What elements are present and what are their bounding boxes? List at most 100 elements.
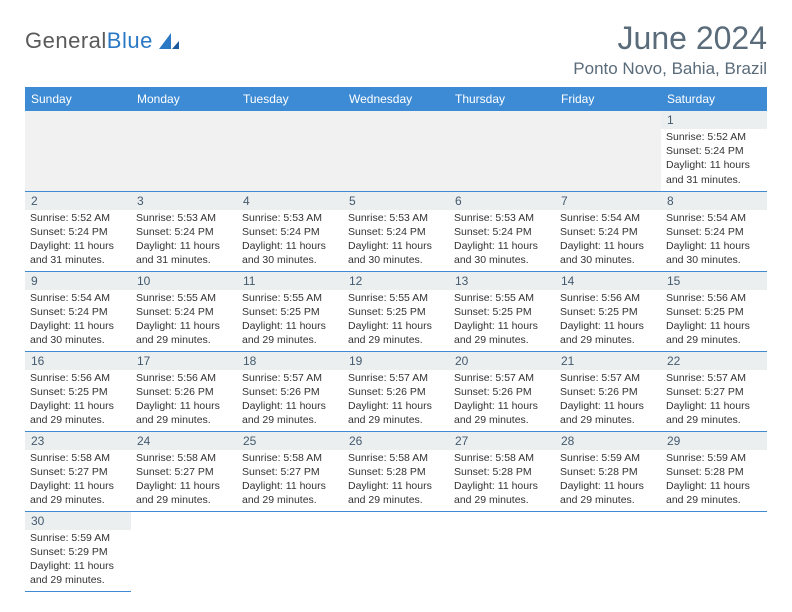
calendar-cell: 29Sunrise: 5:59 AMSunset: 5:28 PMDayligh… bbox=[661, 431, 767, 511]
calendar-cell: 3Sunrise: 5:53 AMSunset: 5:24 PMDaylight… bbox=[131, 191, 237, 271]
calendar-cell bbox=[131, 111, 237, 191]
calendar-cell: 6Sunrise: 5:53 AMSunset: 5:24 PMDaylight… bbox=[449, 191, 555, 271]
day-number: 16 bbox=[25, 352, 131, 370]
day-number: 23 bbox=[25, 432, 131, 450]
calendar-body: 1Sunrise: 5:52 AMSunset: 5:24 PMDaylight… bbox=[25, 111, 767, 591]
calendar-cell: 9Sunrise: 5:54 AMSunset: 5:24 PMDaylight… bbox=[25, 271, 131, 351]
day-info: Sunrise: 5:55 AMSunset: 5:25 PMDaylight:… bbox=[449, 290, 555, 351]
day-info: Sunrise: 5:58 AMSunset: 5:28 PMDaylight:… bbox=[449, 450, 555, 511]
calendar-row: 2Sunrise: 5:52 AMSunset: 5:24 PMDaylight… bbox=[25, 191, 767, 271]
calendar-cell: 8Sunrise: 5:54 AMSunset: 5:24 PMDaylight… bbox=[661, 191, 767, 271]
calendar-row: 23Sunrise: 5:58 AMSunset: 5:27 PMDayligh… bbox=[25, 431, 767, 511]
day-number: 13 bbox=[449, 272, 555, 290]
weekday-header: Wednesday bbox=[343, 87, 449, 111]
day-info: Sunrise: 5:54 AMSunset: 5:24 PMDaylight:… bbox=[661, 210, 767, 271]
day-number: 30 bbox=[25, 512, 131, 530]
title-block: June 2024 Ponto Novo, Bahia, Brazil bbox=[573, 20, 767, 79]
calendar-cell: 30Sunrise: 5:59 AMSunset: 5:29 PMDayligh… bbox=[25, 511, 131, 591]
calendar-cell: 11Sunrise: 5:55 AMSunset: 5:25 PMDayligh… bbox=[237, 271, 343, 351]
day-info: Sunrise: 5:52 AMSunset: 5:24 PMDaylight:… bbox=[661, 129, 767, 190]
calendar-row: 1Sunrise: 5:52 AMSunset: 5:24 PMDaylight… bbox=[25, 111, 767, 191]
calendar-cell: 23Sunrise: 5:58 AMSunset: 5:27 PMDayligh… bbox=[25, 431, 131, 511]
day-number: 2 bbox=[25, 192, 131, 210]
calendar-table: SundayMondayTuesdayWednesdayThursdayFrid… bbox=[25, 87, 767, 592]
weekday-header: Monday bbox=[131, 87, 237, 111]
calendar-cell: 17Sunrise: 5:56 AMSunset: 5:26 PMDayligh… bbox=[131, 351, 237, 431]
weekday-header: Saturday bbox=[661, 87, 767, 111]
day-info: Sunrise: 5:52 AMSunset: 5:24 PMDaylight:… bbox=[25, 210, 131, 271]
day-info: Sunrise: 5:58 AMSunset: 5:27 PMDaylight:… bbox=[25, 450, 131, 511]
page-header: GeneralBlue June 2024 Ponto Novo, Bahia,… bbox=[25, 20, 767, 79]
day-info: Sunrise: 5:59 AMSunset: 5:28 PMDaylight:… bbox=[555, 450, 661, 511]
calendar-cell: 24Sunrise: 5:58 AMSunset: 5:27 PMDayligh… bbox=[131, 431, 237, 511]
day-number: 14 bbox=[555, 272, 661, 290]
calendar-cell: 15Sunrise: 5:56 AMSunset: 5:25 PMDayligh… bbox=[661, 271, 767, 351]
calendar-cell bbox=[237, 511, 343, 591]
day-number: 6 bbox=[449, 192, 555, 210]
day-number: 22 bbox=[661, 352, 767, 370]
calendar-cell bbox=[237, 111, 343, 191]
calendar-cell: 16Sunrise: 5:56 AMSunset: 5:25 PMDayligh… bbox=[25, 351, 131, 431]
calendar-cell: 27Sunrise: 5:58 AMSunset: 5:28 PMDayligh… bbox=[449, 431, 555, 511]
calendar-cell: 28Sunrise: 5:59 AMSunset: 5:28 PMDayligh… bbox=[555, 431, 661, 511]
day-info: Sunrise: 5:59 AMSunset: 5:29 PMDaylight:… bbox=[25, 530, 131, 591]
month-title: June 2024 bbox=[573, 20, 767, 57]
calendar-cell bbox=[449, 511, 555, 591]
calendar-cell: 22Sunrise: 5:57 AMSunset: 5:27 PMDayligh… bbox=[661, 351, 767, 431]
day-number: 26 bbox=[343, 432, 449, 450]
day-info: Sunrise: 5:55 AMSunset: 5:25 PMDaylight:… bbox=[237, 290, 343, 351]
weekday-header: Tuesday bbox=[237, 87, 343, 111]
day-info: Sunrise: 5:57 AMSunset: 5:26 PMDaylight:… bbox=[555, 370, 661, 431]
day-number: 3 bbox=[131, 192, 237, 210]
calendar-cell: 20Sunrise: 5:57 AMSunset: 5:26 PMDayligh… bbox=[449, 351, 555, 431]
day-number: 11 bbox=[237, 272, 343, 290]
day-info: Sunrise: 5:56 AMSunset: 5:25 PMDaylight:… bbox=[25, 370, 131, 431]
day-info: Sunrise: 5:58 AMSunset: 5:28 PMDaylight:… bbox=[343, 450, 449, 511]
weekday-header: Friday bbox=[555, 87, 661, 111]
calendar-cell: 12Sunrise: 5:55 AMSunset: 5:25 PMDayligh… bbox=[343, 271, 449, 351]
calendar-cell bbox=[343, 111, 449, 191]
calendar-cell: 26Sunrise: 5:58 AMSunset: 5:28 PMDayligh… bbox=[343, 431, 449, 511]
day-info: Sunrise: 5:53 AMSunset: 5:24 PMDaylight:… bbox=[449, 210, 555, 271]
day-number: 25 bbox=[237, 432, 343, 450]
calendar-cell: 5Sunrise: 5:53 AMSunset: 5:24 PMDaylight… bbox=[343, 191, 449, 271]
day-info: Sunrise: 5:55 AMSunset: 5:25 PMDaylight:… bbox=[343, 290, 449, 351]
calendar-cell: 21Sunrise: 5:57 AMSunset: 5:26 PMDayligh… bbox=[555, 351, 661, 431]
calendar-cell bbox=[449, 111, 555, 191]
day-number: 10 bbox=[131, 272, 237, 290]
calendar-cell bbox=[25, 111, 131, 191]
day-number: 20 bbox=[449, 352, 555, 370]
day-info: Sunrise: 5:56 AMSunset: 5:25 PMDaylight:… bbox=[555, 290, 661, 351]
calendar-cell bbox=[343, 511, 449, 591]
calendar-cell: 1Sunrise: 5:52 AMSunset: 5:24 PMDaylight… bbox=[661, 111, 767, 191]
day-number: 1 bbox=[661, 111, 767, 129]
logo-text: GeneralBlue bbox=[25, 28, 153, 54]
day-info: Sunrise: 5:53 AMSunset: 5:24 PMDaylight:… bbox=[131, 210, 237, 271]
day-number: 12 bbox=[343, 272, 449, 290]
day-number: 17 bbox=[131, 352, 237, 370]
weekday-header: Sunday bbox=[25, 87, 131, 111]
day-info: Sunrise: 5:58 AMSunset: 5:27 PMDaylight:… bbox=[131, 450, 237, 511]
day-info: Sunrise: 5:57 AMSunset: 5:26 PMDaylight:… bbox=[343, 370, 449, 431]
calendar-cell: 2Sunrise: 5:52 AMSunset: 5:24 PMDaylight… bbox=[25, 191, 131, 271]
calendar-cell bbox=[555, 111, 661, 191]
day-info: Sunrise: 5:59 AMSunset: 5:28 PMDaylight:… bbox=[661, 450, 767, 511]
day-info: Sunrise: 5:57 AMSunset: 5:26 PMDaylight:… bbox=[449, 370, 555, 431]
day-info: Sunrise: 5:56 AMSunset: 5:25 PMDaylight:… bbox=[661, 290, 767, 351]
calendar-cell bbox=[131, 511, 237, 591]
calendar-row: 16Sunrise: 5:56 AMSunset: 5:25 PMDayligh… bbox=[25, 351, 767, 431]
day-number: 19 bbox=[343, 352, 449, 370]
day-info: Sunrise: 5:53 AMSunset: 5:24 PMDaylight:… bbox=[343, 210, 449, 271]
day-number: 24 bbox=[131, 432, 237, 450]
calendar-cell: 4Sunrise: 5:53 AMSunset: 5:24 PMDaylight… bbox=[237, 191, 343, 271]
day-number: 4 bbox=[237, 192, 343, 210]
calendar-row: 30Sunrise: 5:59 AMSunset: 5:29 PMDayligh… bbox=[25, 511, 767, 591]
calendar-cell: 25Sunrise: 5:58 AMSunset: 5:27 PMDayligh… bbox=[237, 431, 343, 511]
day-number: 9 bbox=[25, 272, 131, 290]
location-subtitle: Ponto Novo, Bahia, Brazil bbox=[573, 59, 767, 79]
calendar-cell bbox=[555, 511, 661, 591]
day-info: Sunrise: 5:57 AMSunset: 5:26 PMDaylight:… bbox=[237, 370, 343, 431]
day-number: 5 bbox=[343, 192, 449, 210]
day-number: 15 bbox=[661, 272, 767, 290]
calendar-cell: 7Sunrise: 5:54 AMSunset: 5:24 PMDaylight… bbox=[555, 191, 661, 271]
